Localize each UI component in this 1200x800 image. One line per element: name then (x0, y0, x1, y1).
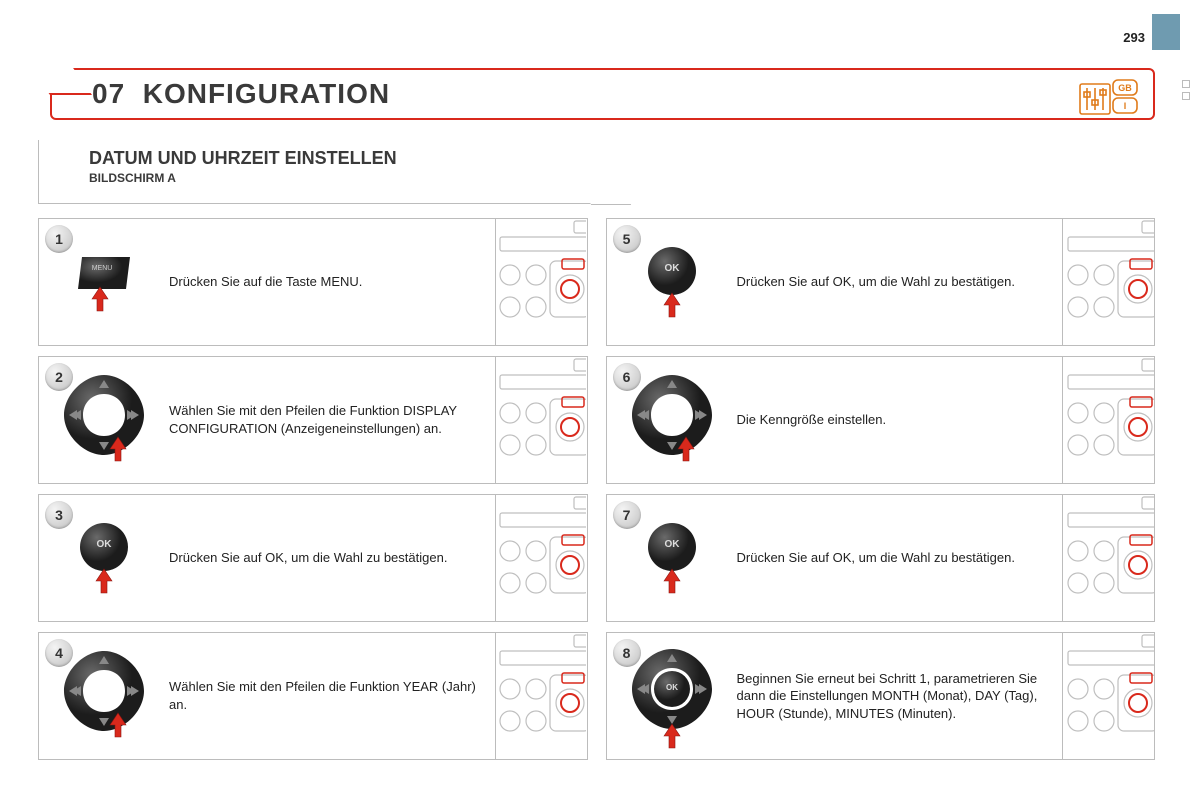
step-badge: 8 (613, 639, 641, 667)
section-subtitle: BILDSCHIRM A (89, 171, 598, 185)
svg-text:GB: GB (1118, 83, 1132, 93)
step-text: Wählen Sie mit den Pfeilen die Funktion … (169, 402, 495, 437)
step-badge: 1 (45, 225, 73, 253)
radio-panel-thumb (495, 357, 587, 483)
page-tab (1152, 14, 1180, 50)
step-badge: 4 (45, 639, 73, 667)
chapter-name: KONFIGURATION (143, 78, 390, 109)
side-marker-squares (1182, 80, 1190, 104)
radio-panel-thumb (1062, 357, 1154, 483)
step-3: 3 Drücken Sie auf OK, um die Wahl zu bes… (38, 494, 588, 622)
step-1: 1 Drücken Sie auf die Taste MENU. (38, 218, 588, 346)
settings-gb-icon: GB I (1079, 78, 1139, 121)
svg-text:OK: OK (666, 683, 678, 692)
radio-panel-thumb (495, 495, 587, 621)
page-number: 293 (1123, 30, 1145, 45)
step-8: 8 OK Beginnen Sie erneut bei Schritt 1, … (606, 632, 1156, 760)
step-text: Drücken Sie auf OK, um die Wahl zu bestä… (169, 549, 495, 567)
radio-panel-thumb (495, 633, 587, 759)
step-badge: 2 (45, 363, 73, 391)
step-text: Drücken Sie auf OK, um die Wahl zu bestä… (737, 273, 1063, 291)
radio-panel-thumb (1062, 495, 1154, 621)
step-text: Drücken Sie auf OK, um die Wahl zu bestä… (737, 549, 1063, 567)
section-header: DATUM UND UHRZEIT EINSTELLEN BILDSCHIRM … (38, 140, 598, 204)
step-text: Wählen Sie mit den Pfeilen die Funktion … (169, 678, 495, 713)
radio-panel-thumb (1062, 633, 1154, 759)
step-badge: 5 (613, 225, 641, 253)
step-6: 6 Die Kenngröße einstellen. (606, 356, 1156, 484)
steps-grid: 1 Drücken Sie auf die Taste MENU. 2 Wähl… (38, 218, 1155, 760)
step-badge: 6 (613, 363, 641, 391)
radio-panel-thumb (495, 219, 587, 345)
svg-text:I: I (1124, 101, 1127, 111)
step-4: 4 Wählen Sie mit den Pfeilen die Funktio… (38, 632, 588, 760)
step-2: 2 Wählen Sie mit den Pfeilen die Funktio… (38, 356, 588, 484)
step-text: Die Kenngröße einstellen. (737, 411, 1063, 429)
step-7: 7 Drücken Sie auf OK, um die Wahl zu bes… (606, 494, 1156, 622)
chapter-title: 07 KONFIGURATION (92, 78, 390, 110)
step-badge: 3 (45, 501, 73, 529)
chapter-title-box: 07 KONFIGURATION GB I (50, 68, 1155, 120)
section-title: DATUM UND UHRZEIT EINSTELLEN (89, 148, 598, 169)
radio-panel-thumb (1062, 219, 1154, 345)
step-5: 5 Drücken Sie auf OK, um die Wahl zu bes… (606, 218, 1156, 346)
chapter-number: 07 (92, 78, 125, 109)
step-badge: 7 (613, 501, 641, 529)
step-text: Beginnen Sie erneut bei Schritt 1, param… (737, 670, 1063, 723)
step-text: Drücken Sie auf die Taste MENU. (169, 273, 495, 291)
